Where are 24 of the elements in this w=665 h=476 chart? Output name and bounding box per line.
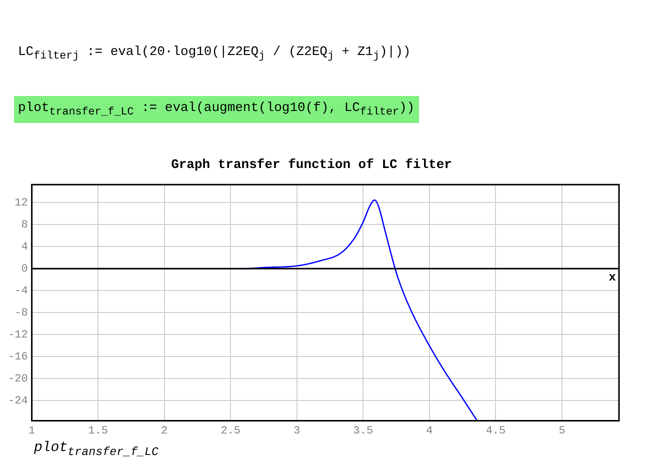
x-tick-label: 3.5	[353, 425, 374, 438]
y-tick-label: -20	[8, 373, 28, 386]
x-tick-label: 5	[558, 425, 566, 438]
x-tick-label: 3	[294, 425, 300, 438]
y-tick-label: -16	[8, 351, 28, 364]
y-tick-label: 4	[21, 242, 28, 254]
x-tick-label: 4	[426, 425, 434, 438]
y-tick-label: -4	[14, 286, 28, 298]
text: plot$_{transfer_f_LC}$ := eval(augment(log10(f), LC$_{filter}$))	[14, 96, 419, 123]
x-tick-label: 2	[161, 425, 168, 438]
x-tick-label: 1.5	[88, 425, 108, 438]
chart-title: Graph transfer function of LC filter	[171, 157, 452, 172]
x-tick-label: 1	[28, 425, 36, 438]
y-tick-label: 8	[21, 220, 28, 232]
y-tick-label: -8	[14, 307, 28, 320]
x-axis-title: plot$_{transfer_f_LC}$	[34, 440, 159, 459]
y-tick-label: 12	[14, 198, 28, 210]
y-tick-label: -24	[8, 395, 28, 408]
ref-line-label: x	[608, 270, 616, 285]
y-tick-label: -12	[8, 329, 28, 342]
x-tick-label: 4.5	[486, 425, 506, 438]
text: LC$_{filter}$$_{j}$ := eval(20·log10(|Z2EQ$_{j}$ / (Z2EQ$_{j}$ + Z1$_{j}$)|))	[18, 44, 411, 63]
y-tick-label: 0	[21, 264, 28, 276]
x-tick-label: 2.5	[220, 425, 241, 438]
